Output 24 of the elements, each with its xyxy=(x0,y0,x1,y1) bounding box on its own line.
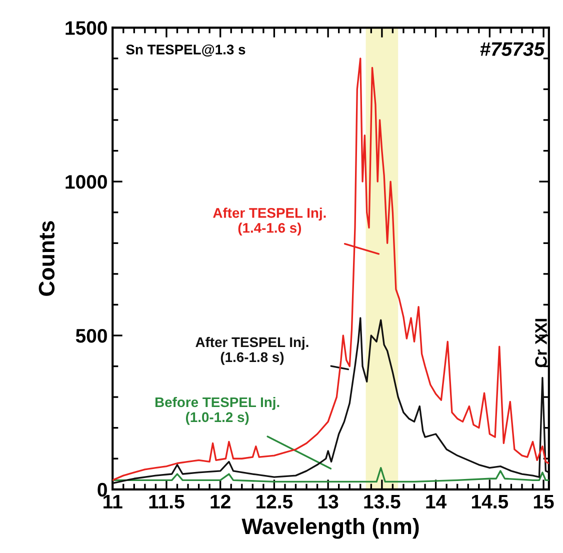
x-tick-label: 13.5 xyxy=(364,494,400,509)
text: After TESPEL Inj. (1.6-1.8 s) xyxy=(196,336,308,365)
y-tick-label: 1500 xyxy=(66,21,107,35)
x-tick-label: 14.5 xyxy=(472,494,508,509)
y-tick-label: 500 xyxy=(76,328,107,343)
annotation: Cr XXI xyxy=(535,318,547,368)
annotation: #75735 xyxy=(480,42,545,56)
text: Before TESPEL Inj. (1.0-1.2 s) xyxy=(155,396,280,425)
x-tick-label: 11.5 xyxy=(149,494,184,509)
line-series xyxy=(112,467,549,483)
y-tick-label: 0 xyxy=(98,482,107,497)
x-tick-label: 12 xyxy=(210,494,230,508)
x-tick-label: 12.5 xyxy=(256,494,293,509)
line-series xyxy=(112,58,549,482)
x-tick-label: 14 xyxy=(426,494,447,508)
x-axis-title: Wavelength (nm) xyxy=(242,518,419,539)
x-tick-label: 15 xyxy=(534,494,554,509)
text: After TESPEL Inj. (1.4-1.6 s) xyxy=(213,208,326,236)
annotation: Sn TESPEL@1.3 s xyxy=(126,44,246,57)
x-tick-label: 11 xyxy=(104,494,122,508)
x-tick-label: 13 xyxy=(318,494,338,509)
y-tick-label: 1000 xyxy=(66,175,107,189)
line-series xyxy=(112,317,549,484)
y-axis-title: Counts xyxy=(38,221,55,296)
